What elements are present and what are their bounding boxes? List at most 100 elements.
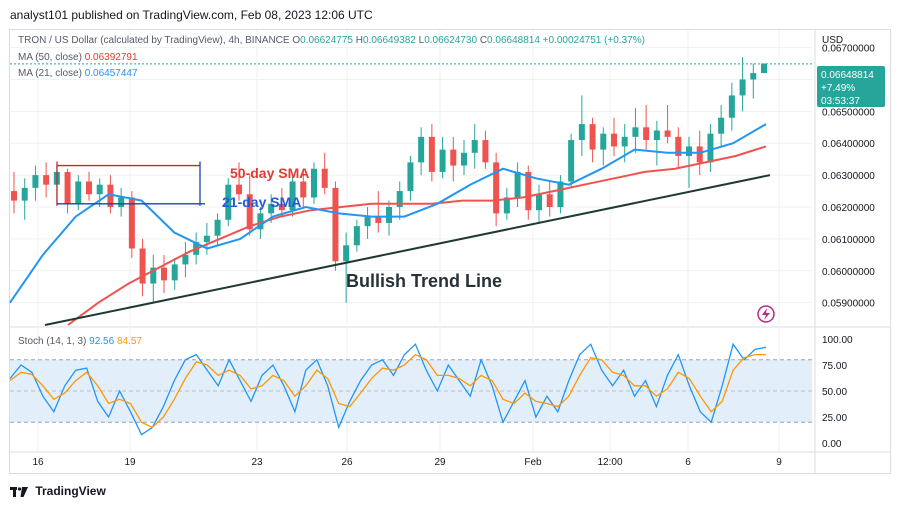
candle-body [718, 117, 725, 134]
candle-body [375, 216, 382, 223]
ohlc-open-label: O [292, 35, 301, 46]
ohlc-open-value: 0.06624775 [300, 35, 353, 46]
stoch-label: Stoch (14, 1, 3) [18, 336, 87, 347]
candle-body [353, 226, 360, 246]
price-tick-label: 0.06000000 [822, 267, 875, 278]
time-tick-label: Feb [524, 457, 542, 468]
candle-body [21, 187, 28, 201]
sma50-annotation: 50-day SMA [230, 165, 309, 181]
candle-body [514, 171, 521, 198]
lightning-bolt-icon [762, 308, 770, 320]
candle-body [525, 171, 532, 211]
candle-body [311, 168, 317, 198]
ma21-legend[interactable]: MA (21, close) 0.06457447 [18, 68, 138, 79]
ohlc-high-value: 0.06649382 [363, 35, 416, 46]
ma21-line [9, 123, 767, 304]
candle-body [439, 149, 446, 172]
candle-body [225, 184, 232, 220]
price-tick-label: 0.06700000 [822, 44, 875, 55]
candle-body [321, 168, 328, 188]
candle-body [611, 133, 617, 147]
ma50-label: MA (50, close) [18, 52, 82, 63]
candle-body [750, 73, 757, 80]
ohlc-high-label: H [355, 35, 363, 46]
badge-price: 0.06648814 [821, 70, 874, 81]
candle-body [364, 216, 371, 227]
candle-body [300, 181, 307, 198]
candle-body [428, 136, 435, 172]
candle-body [278, 203, 285, 211]
candle-body [407, 162, 414, 192]
candle-body [161, 267, 167, 281]
stoch-tick-label: 100.00 [822, 335, 853, 346]
candle-body [589, 124, 596, 150]
candle-body [343, 245, 350, 262]
stoch-d-value: 84.57 [116, 336, 142, 347]
stoch-legend[interactable]: Stoch (14, 1, 3) 92.56 84.57 [18, 336, 142, 347]
ohlc-low-label: L [418, 35, 425, 46]
time-tick-label: 29 [434, 457, 446, 468]
candle-body [386, 207, 392, 223]
candle-body [75, 181, 82, 204]
tradingview-logo-icon [10, 486, 28, 497]
price-axis-currency: USD [822, 35, 843, 46]
candle-body [536, 194, 542, 211]
price-tick-label: 0.06300000 [822, 171, 875, 182]
candle-body [643, 127, 650, 141]
candle-body [557, 181, 564, 208]
candle-body [761, 63, 767, 74]
symbol-name: TRON / US Dollar (calculated by TradingV… [18, 35, 290, 46]
candle-body [696, 146, 703, 163]
candle-body [214, 219, 221, 236]
candle-body [461, 152, 467, 166]
chart-frame [9, 29, 891, 474]
ma50-value: 0.06392791 [84, 52, 138, 63]
bullish-trend-line [44, 174, 771, 326]
publish-info: analyst101 published on TradingView.com,… [10, 8, 373, 22]
ma21-label: MA (21, close) [18, 68, 82, 79]
price-tick-label: 0.06100000 [822, 235, 875, 246]
candle-body [675, 136, 682, 156]
candle-body [707, 133, 714, 163]
price-tick-label: 0.06200000 [822, 203, 875, 214]
price-tick-label: 0.06400000 [822, 139, 875, 150]
candle-body [600, 133, 607, 150]
ohlc-close-label: C [479, 35, 488, 46]
candle-body [171, 264, 178, 281]
publish-header: analyst101 published on TradingView.com,… [0, 0, 900, 30]
tradingview-brand: TradingView [35, 484, 106, 498]
candle-body [289, 181, 296, 211]
ohlc-close-value: 0.06648814 [487, 35, 540, 46]
candle-body [246, 194, 253, 230]
time-tick-label: 12:00 [597, 457, 622, 468]
candle-body [332, 187, 339, 262]
candle-body [728, 95, 735, 118]
candle-body [236, 184, 242, 195]
time-tick-label: 16 [32, 457, 44, 468]
candle-body [450, 149, 457, 166]
candle-body [578, 124, 585, 141]
candle-body [11, 191, 17, 201]
ma50-legend[interactable]: MA (50, close) 0.06392791 [18, 52, 138, 63]
ma50-line [67, 145, 767, 326]
candle-body [546, 194, 553, 208]
stoch-k-line [9, 342, 767, 436]
tradingview-footer[interactable]: TradingView [10, 484, 106, 498]
stoch-d-line [9, 353, 766, 429]
badge-change: +7.49% [821, 83, 855, 94]
price-badge [817, 66, 885, 107]
time-tick-label: 9 [776, 457, 782, 468]
candle-body [96, 184, 103, 195]
price-tick-label: 0.05900000 [822, 299, 875, 310]
candle-body [621, 136, 628, 147]
candle-body [257, 213, 264, 230]
candle-body [503, 197, 510, 214]
time-tick-label: 6 [685, 457, 691, 468]
candle-body [739, 79, 746, 96]
badge-countdown: 03:53:37 [821, 96, 860, 107]
time-tick-label: 19 [124, 457, 136, 468]
candle-body [686, 146, 692, 156]
stoch-tick-label: 75.00 [822, 361, 847, 372]
candle-body [482, 140, 489, 163]
